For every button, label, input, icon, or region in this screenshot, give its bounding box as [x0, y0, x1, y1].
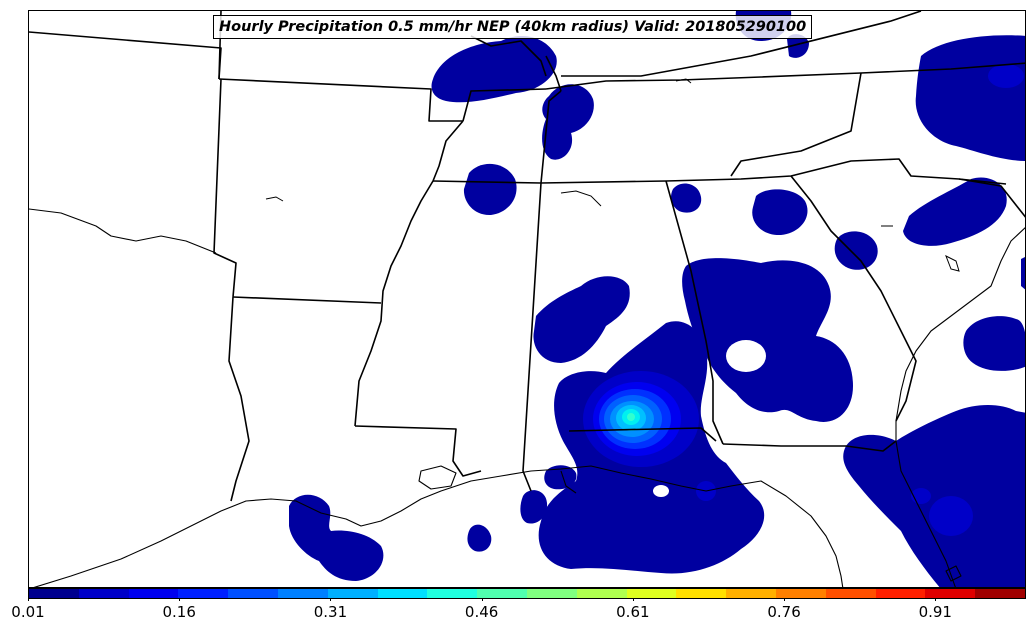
colorbar-segment: [377, 589, 428, 598]
border-ar-la: [232, 296, 382, 304]
precip-level-8: [627, 413, 635, 421]
colorbar-segment: [228, 589, 278, 598]
precip-gaps: [653, 340, 766, 497]
precip-area-north-carolina: [915, 35, 1025, 161]
colorbar-segment: [477, 589, 527, 598]
precip-area-georgia-east: [834, 231, 878, 270]
border-ky-tn: [545, 62, 1025, 90]
precip-gap-alabama: [653, 485, 669, 497]
precip-gap-georgia: [726, 340, 766, 372]
border-al-fl: [568, 427, 717, 442]
coast-lake-okeechobee: [945, 565, 962, 582]
colorbar-tick-label: 0.61: [616, 603, 650, 621]
lake-arkansas: [265, 196, 284, 202]
colorbar-segment: [775, 589, 826, 598]
lake-sc: [945, 254, 960, 272]
colorbar-tick-label: 0.16: [162, 603, 196, 621]
colorbar-segment: [526, 589, 577, 598]
colorbar-segment: [128, 589, 179, 598]
precip-area-top-small: [787, 34, 809, 58]
colorbar-tick-mark: [179, 598, 180, 601]
precip-area-mississippi-north: [463, 163, 517, 216]
coast-gulf: [33, 465, 844, 587]
precip-area-florida-peninsula: [843, 405, 1025, 587]
border-al-ga: [665, 180, 724, 445]
precip-area-atlantic-edge: [1021, 257, 1025, 290]
state-borders: [29, 11, 1025, 502]
colorbar-segment: [975, 589, 1025, 598]
colorbar-tick-mark: [633, 598, 634, 601]
colorbar-segment: [676, 589, 727, 598]
border-ks-ok: [29, 31, 222, 80]
precip-area-georgia-central: [682, 258, 853, 422]
border-ms-la: [354, 425, 482, 477]
precipitation-map: [29, 11, 1025, 587]
colorbar-segment: [29, 589, 79, 598]
precip-area-alabama-north: [671, 183, 702, 213]
colorbar-tick-label: 0.91: [918, 603, 952, 621]
colorbar-tick-label: 0.76: [767, 603, 801, 621]
colorbar-tick-label: 0.31: [313, 603, 348, 621]
colorbar-segment: [427, 589, 478, 598]
map-panel: [28, 10, 1026, 588]
lake-tn: [675, 78, 692, 84]
colorbar-tick-label: 0.01: [11, 603, 45, 621]
colorbar-segment: [626, 589, 677, 598]
border-mo-ar-north: [218, 78, 463, 122]
precip-area-mississippi-east: [533, 276, 630, 363]
precip-level-florida-1: [929, 496, 973, 536]
lake-kentucky: [560, 190, 602, 207]
precip-area-georgia-north: [752, 189, 808, 236]
precip-area-tennessee-north: [431, 36, 557, 103]
precip-area-louisiana-small: [467, 524, 492, 552]
colorbar-segment: [78, 589, 129, 598]
precip-area-alabama-coastal-small: [544, 465, 577, 490]
colorbar-segment: [277, 589, 328, 598]
border-tn-mid: [540, 90, 562, 184]
colorbar-tick-label: 0.46: [464, 603, 499, 621]
precip-area-florida-west: [520, 490, 548, 524]
border-tx-la: [228, 296, 250, 502]
border-va-nc: [730, 72, 862, 177]
border-tn-north-west: [462, 88, 547, 122]
colorbar-tick-mark: [935, 598, 936, 601]
colorbar-segment: [178, 589, 229, 598]
precip-level-nc: [988, 64, 1024, 88]
colorbar-segment: [726, 589, 776, 598]
colorbar-segment: [576, 589, 627, 598]
precip-area-louisiana-coast: [289, 494, 384, 581]
border-ok-ar: [213, 78, 237, 298]
border-ky-tn-east: [545, 55, 562, 92]
colorbar: [28, 588, 1026, 599]
lakes: [265, 78, 960, 272]
colorbar-tick-mark: [28, 598, 29, 601]
colorbar-segment: [875, 589, 926, 598]
precip-area-florida-east-coast: [963, 316, 1025, 371]
coast-mobile-bay: [560, 470, 577, 494]
colorbar-tick-mark: [784, 598, 785, 601]
border-ms-river: [354, 180, 434, 427]
precip-area-tennessee-center: [542, 84, 594, 160]
border-ga-fl: [722, 440, 897, 452]
colorbar-segment: [327, 589, 378, 598]
coast-lake-pontchartrain: [418, 465, 457, 490]
border-ms-al: [522, 182, 542, 492]
precipitation-areas: [289, 11, 1025, 587]
colorbar-segment: [825, 589, 876, 598]
map-title: Hourly Precipitation 0.5 mm/hr NEP (40km…: [213, 15, 813, 39]
colorbar-segment: [925, 589, 976, 598]
coast-atlantic: [895, 227, 1025, 587]
border-tn-ms-al: [432, 158, 1007, 185]
coastline: [29, 208, 1025, 587]
colorbar-tick-mark: [482, 598, 483, 601]
border-va-nc-top: [561, 11, 922, 77]
coast-texas-louisiana: [29, 208, 217, 254]
precip-area-south-carolina: [903, 177, 1007, 246]
border-ar-ms-river-north: [432, 120, 464, 182]
border-nc-sc: [958, 178, 1025, 218]
border-ga-sc: [790, 175, 917, 422]
border-il-ky-river: [470, 35, 547, 77]
colorbar-tick-mark: [330, 598, 331, 601]
precipitation-gradient: [583, 64, 1024, 536]
